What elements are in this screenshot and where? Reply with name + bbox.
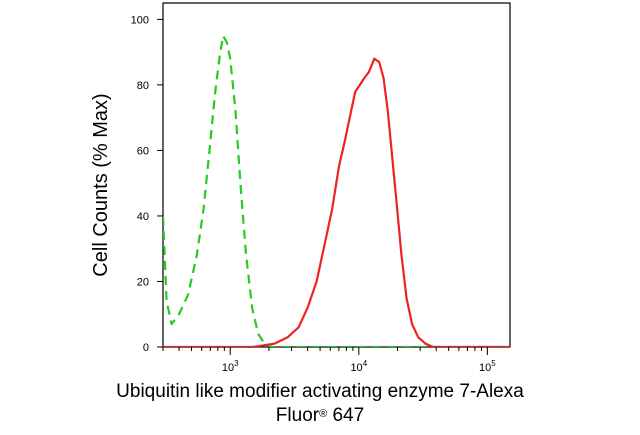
x-tick-label: 104 xyxy=(350,359,367,374)
x-tick-label: 103 xyxy=(222,359,239,374)
series-line-sample-solid xyxy=(163,57,510,347)
y-tick-label: 80 xyxy=(137,80,149,92)
y-tick-label: 100 xyxy=(131,14,149,26)
plot-area: 0 20 40 60 80 100 103 104 105 xyxy=(131,2,511,374)
y-tick-label: 40 xyxy=(137,211,149,223)
x-axis-label-line2-post: 647 xyxy=(327,405,365,426)
x-axis-label-second-line: Fluor® 647 xyxy=(40,404,600,428)
y-tick-label: 20 xyxy=(137,276,149,288)
x-tick-label: 105 xyxy=(479,359,496,374)
y-tick-label: 0 xyxy=(143,342,149,354)
series-line-control-dashed xyxy=(163,34,510,347)
x-axis-label-line1: Ubiquitin like modifier activating enzym… xyxy=(116,381,524,402)
x-axis-label-line2-pre: Fluor xyxy=(275,405,320,426)
registered-mark: ® xyxy=(319,408,328,420)
plot-frame xyxy=(162,2,511,348)
y-axis-label: Cell Counts (% Max) xyxy=(90,93,112,276)
y-tick-label: 60 xyxy=(137,145,149,157)
x-axis-label: Ubiquitin like modifier activating enzym… xyxy=(40,380,600,404)
